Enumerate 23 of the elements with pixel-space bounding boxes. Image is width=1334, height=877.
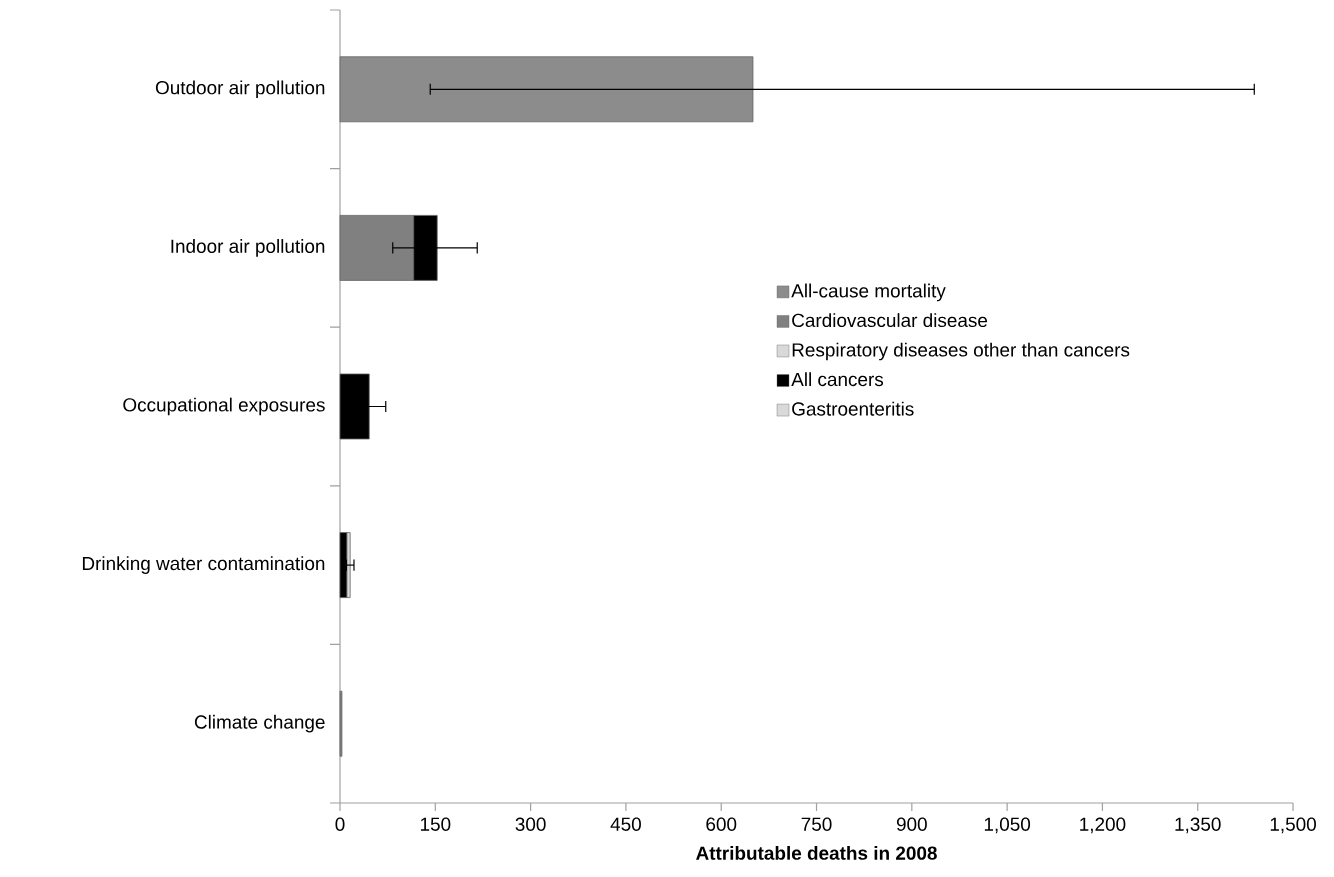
legend-label: All cancers	[791, 372, 884, 387]
legend-label: Gastroenteritis	[792, 401, 914, 416]
y-tick-label: Indoor air pollution	[171, 239, 325, 257]
x-tick-label: 750	[801, 817, 832, 831]
bar	[339, 56, 754, 123]
x-tick-label: 0	[335, 817, 345, 831]
x-tick-label: 1,050	[984, 817, 1031, 834]
x-tick-label: 300	[515, 817, 546, 831]
x-tick-label: 600	[706, 817, 737, 831]
x-tick-label: 900	[896, 817, 927, 831]
y-tick-label: Outdoor air pollution	[155, 80, 325, 99]
y-tick-label: Drinking water contamination	[82, 556, 325, 574]
legend-label: All-cause mortality	[791, 283, 946, 302]
x-tick-label: 1,200	[1080, 817, 1126, 834]
legend-label: Cardiovascular disease	[792, 313, 988, 328]
x-tick-label: 450	[610, 817, 641, 831]
y-tick-label: Climate change	[194, 714, 325, 733]
x-tick-label: 150	[420, 817, 451, 831]
x-tick-label: 1,500	[1270, 817, 1316, 834]
legend-label: Respiratory diseases other than cancers	[792, 342, 1130, 361]
y-tick-label: Occupational exposures	[123, 397, 325, 416]
x-tick-label: 1,350	[1175, 817, 1221, 834]
x-axis-title: Attributable deaths in 2008	[696, 845, 937, 860]
